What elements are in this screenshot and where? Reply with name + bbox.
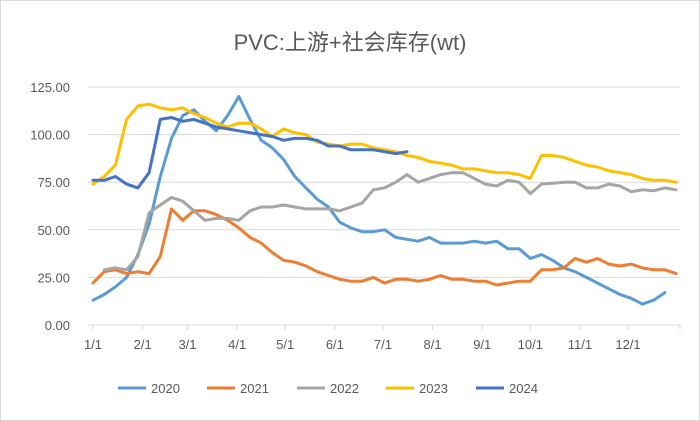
legend-label: 2021 <box>240 381 269 396</box>
x-tick-label: 6/1 <box>326 337 344 352</box>
legend-item-2023: 2023 <box>386 381 448 396</box>
legend-label: 2020 <box>151 381 180 396</box>
gridlines <box>88 86 680 326</box>
legend-item-2024: 2024 <box>476 381 538 396</box>
x-tick-label: 2/1 <box>134 337 152 352</box>
legend: 2020 2021 2022 2023 2024 <box>118 381 538 396</box>
legend-item-2021: 2021 <box>207 381 269 396</box>
legend-item-2020: 2020 <box>118 381 180 396</box>
chart-title: PVC:上游+社会库存(wt) <box>234 30 467 55</box>
y-tick-label: 100.00 <box>30 128 70 143</box>
x-tick-label: 3/1 <box>178 337 196 352</box>
series-line-2020 <box>91 95 667 306</box>
x-tick-label: 10/1 <box>518 337 543 352</box>
legend-item-2022: 2022 <box>297 381 359 396</box>
x-axis-ticks: 1/1 2/1 3/1 4/1 5/1 6/1 7/1 8/1 9/1 10/1 11/1 12/1 <box>84 325 681 352</box>
x-tick-label: 9/1 <box>473 337 491 352</box>
y-axis-ticks: 0.00 25.00 50.00 75.00 100.00 125.00 <box>30 80 70 333</box>
legend-label: 2024 <box>509 381 538 396</box>
y-tick-label: 25.00 <box>37 270 70 285</box>
y-tick-label: 125.00 <box>30 80 70 95</box>
series-lines <box>91 95 678 306</box>
legend-label: 2023 <box>419 381 448 396</box>
series-line-2022 <box>102 171 678 272</box>
x-tick-label: 4/1 <box>228 337 246 352</box>
series-line-2023 <box>91 102 678 186</box>
y-tick-label: 75.00 <box>37 175 70 190</box>
x-tick-label: 5/1 <box>276 337 294 352</box>
x-tick-label: 11/1 <box>568 337 592 352</box>
y-tick-label: 0.00 <box>45 318 70 333</box>
y-tick-label: 50.00 <box>37 223 70 238</box>
x-tick-label: 7/1 <box>374 337 392 352</box>
legend-label: 2022 <box>330 381 359 396</box>
x-tick-label: 1/1 <box>84 337 102 352</box>
series-line-2021 <box>91 207 678 287</box>
x-tick-label: 8/1 <box>424 337 442 352</box>
x-tick-label: 12/1 <box>615 337 640 352</box>
series-line-2024 <box>91 116 409 190</box>
